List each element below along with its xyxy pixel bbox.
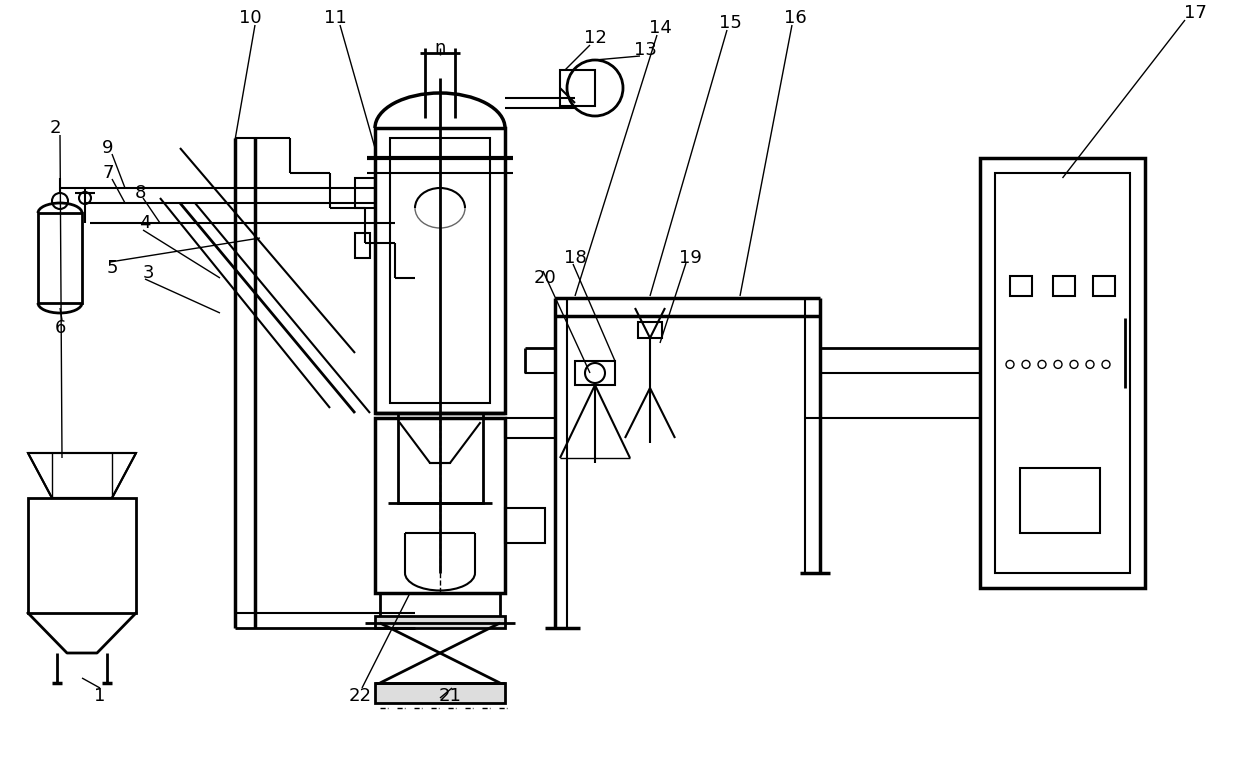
Text: 8: 8 <box>134 184 145 202</box>
Text: 3: 3 <box>143 264 154 282</box>
Text: 13: 13 <box>634 41 656 59</box>
Text: 22: 22 <box>348 687 372 705</box>
Bar <box>1092 276 1115 296</box>
Bar <box>575 361 615 385</box>
Bar <box>391 138 490 403</box>
Bar <box>374 128 505 413</box>
Bar <box>374 683 505 703</box>
Bar <box>355 178 374 208</box>
Text: 5: 5 <box>107 259 118 277</box>
Text: 15: 15 <box>718 14 742 32</box>
Bar <box>398 413 484 503</box>
Text: 7: 7 <box>102 164 114 182</box>
Text: 21: 21 <box>439 687 461 705</box>
Text: 11: 11 <box>324 9 346 27</box>
Text: 12: 12 <box>584 29 606 47</box>
Bar <box>355 233 370 258</box>
Bar <box>379 593 500 623</box>
Text: 20: 20 <box>533 269 557 287</box>
Text: 10: 10 <box>238 9 262 27</box>
Bar <box>639 322 662 338</box>
Bar <box>29 498 136 613</box>
Text: 16: 16 <box>784 9 806 27</box>
Text: 18: 18 <box>564 249 587 267</box>
Bar <box>560 70 595 106</box>
Bar <box>980 158 1145 588</box>
Text: 17: 17 <box>1183 4 1207 22</box>
Bar <box>374 418 505 593</box>
Text: n: n <box>434 39 445 57</box>
Bar <box>1053 276 1075 296</box>
Bar <box>1011 276 1032 296</box>
Text: 19: 19 <box>678 249 702 267</box>
Text: 9: 9 <box>102 139 114 157</box>
Bar <box>505 508 546 543</box>
Bar <box>1021 468 1100 533</box>
Text: 6: 6 <box>55 319 66 337</box>
Bar <box>38 213 82 303</box>
Text: 1: 1 <box>94 687 105 705</box>
Text: 4: 4 <box>139 214 151 232</box>
Text: 2: 2 <box>50 119 61 137</box>
Bar <box>374 616 505 628</box>
Bar <box>994 173 1130 573</box>
Text: 14: 14 <box>649 19 671 37</box>
